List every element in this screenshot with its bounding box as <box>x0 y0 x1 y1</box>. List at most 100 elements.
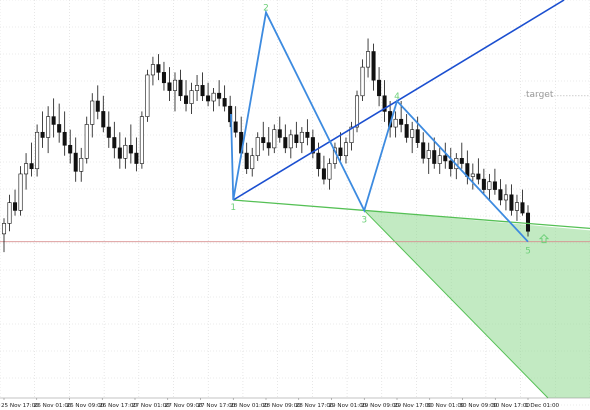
candle-body-bearish <box>178 79 183 97</box>
candle-body-bullish <box>7 202 12 224</box>
candle-body-bearish <box>404 124 409 138</box>
candle-body-bearish <box>13 202 18 211</box>
candle-body-bullish <box>327 163 332 180</box>
candle-body-bullish <box>343 142 348 157</box>
upper-channel-line <box>232 0 565 201</box>
candle-body-bearish <box>73 152 78 172</box>
candle-body-bearish <box>57 124 62 133</box>
candle-body-bullish <box>189 90 194 104</box>
candle-body-bearish <box>222 98 227 107</box>
x-tick-label: 28 Nov 17:00 <box>296 403 334 409</box>
trend-lines <box>232 0 590 230</box>
candle-body-bullish <box>360 66 365 97</box>
candle-body-bullish <box>172 79 177 91</box>
target-zone-fill <box>364 210 590 398</box>
x-tick-label: 30 Nov 01:00 <box>427 403 465 409</box>
candle-body-bearish <box>29 163 34 170</box>
candle-body-bullish <box>123 144 128 159</box>
candle-body-bearish <box>283 137 288 149</box>
candle-body-bullish <box>18 173 23 211</box>
candle-body-bearish <box>525 212 531 232</box>
candle-body-bearish <box>206 95 211 102</box>
candle-body-bullish <box>366 51 371 68</box>
candle-body-bullish <box>393 118 398 128</box>
wave-labels: 1 2 3 4 5 <box>230 3 530 256</box>
candle-body-bullish <box>195 85 200 91</box>
x-tick-label: 29 Nov 09:00 <box>361 403 399 409</box>
candle-body-bearish <box>498 189 503 201</box>
x-tick-label: 26 Nov 01:00 <box>34 403 72 409</box>
candle-body-bullish <box>487 181 492 190</box>
wave-label: 1 <box>230 203 236 213</box>
candle-body-bearish <box>415 129 420 143</box>
candle-body-bullish <box>503 194 508 201</box>
candle-body-bullish <box>24 163 29 175</box>
wave-label: 3 <box>361 215 367 225</box>
x-tick-label: 30 Nov 09:00 <box>460 403 498 409</box>
candle-body-bullish <box>84 124 89 159</box>
candle-body-bullish <box>514 202 519 211</box>
x-tick-label: 27 Nov 01:00 <box>132 403 170 409</box>
wave-label: 4 <box>394 92 400 102</box>
candle-body-bearish <box>134 152 139 164</box>
candle-body-bullish <box>349 126 354 143</box>
candle-body-bullish <box>470 173 475 177</box>
candle-body-bearish <box>184 95 189 104</box>
candle-body-bearish <box>167 82 172 91</box>
horizontal-levels <box>0 95 590 243</box>
candle-body-bearish <box>217 92 222 99</box>
candle-body-bearish <box>233 121 238 133</box>
candle-body-bullish <box>437 155 442 164</box>
candle-body-bearish <box>476 173 481 180</box>
candle-body-bearish <box>244 152 249 170</box>
x-tick-label: 29 Nov 01:00 <box>329 403 367 409</box>
candle-body-bearish <box>481 178 486 190</box>
x-tick-label: 27 Nov 17:00 <box>198 403 236 409</box>
candle-body-bullish <box>299 131 304 143</box>
candle-body-bearish <box>399 118 404 125</box>
candle-body-bearish <box>321 168 326 180</box>
candle-body-bearish <box>51 116 56 125</box>
candle-body-bullish <box>145 74 150 117</box>
wave-label: 5 <box>525 247 531 257</box>
candle-body-bearish <box>448 160 453 170</box>
candle-body-bearish <box>492 181 497 190</box>
x-tick-label: 28 Nov 01:00 <box>230 403 268 409</box>
candle-body-bearish <box>509 194 514 211</box>
candle-body-bearish <box>62 131 67 146</box>
candle-body-bearish <box>95 100 100 112</box>
x-tick-label: 26 Nov 09:00 <box>67 403 105 409</box>
candle-body-bearish <box>266 142 271 149</box>
candle-body-bearish <box>156 64 161 73</box>
candle-body-bearish <box>432 150 437 164</box>
candle-body-bullish <box>46 116 51 138</box>
candle-body-bearish <box>377 79 382 97</box>
candle-body-bearish <box>200 85 205 97</box>
candle-body-bearish <box>382 95 387 112</box>
candle-body-bullish <box>410 129 415 138</box>
x-tick-label: 1 Dec 01:00 <box>525 403 560 409</box>
x-tick-label: 26 Nov 17:00 <box>99 403 137 409</box>
candle-body-bearish <box>316 152 321 170</box>
candle-body-bearish <box>277 129 282 138</box>
candlesticks <box>1 38 531 253</box>
x-tick-label: 30 Nov 17:00 <box>492 403 530 409</box>
candle-body-bearish <box>371 51 376 81</box>
candle-body-bullish <box>150 64 155 76</box>
candle-body-bearish <box>117 147 122 159</box>
candle-body-bearish <box>459 158 464 164</box>
candle-body-bullish <box>288 134 293 149</box>
candle-body-bearish <box>421 142 426 159</box>
candle-body-bearish <box>520 202 525 214</box>
candle-body-bearish <box>338 147 343 157</box>
candle-body-bearish <box>40 131 45 138</box>
candle-body-bullish <box>139 116 144 164</box>
candle-body-bullish <box>250 155 255 170</box>
candle-body-bullish <box>272 129 277 149</box>
x-tick-label: 27 Nov 09:00 <box>165 403 203 409</box>
target-label: target <box>526 90 554 100</box>
up-arrow-icon <box>538 233 550 244</box>
